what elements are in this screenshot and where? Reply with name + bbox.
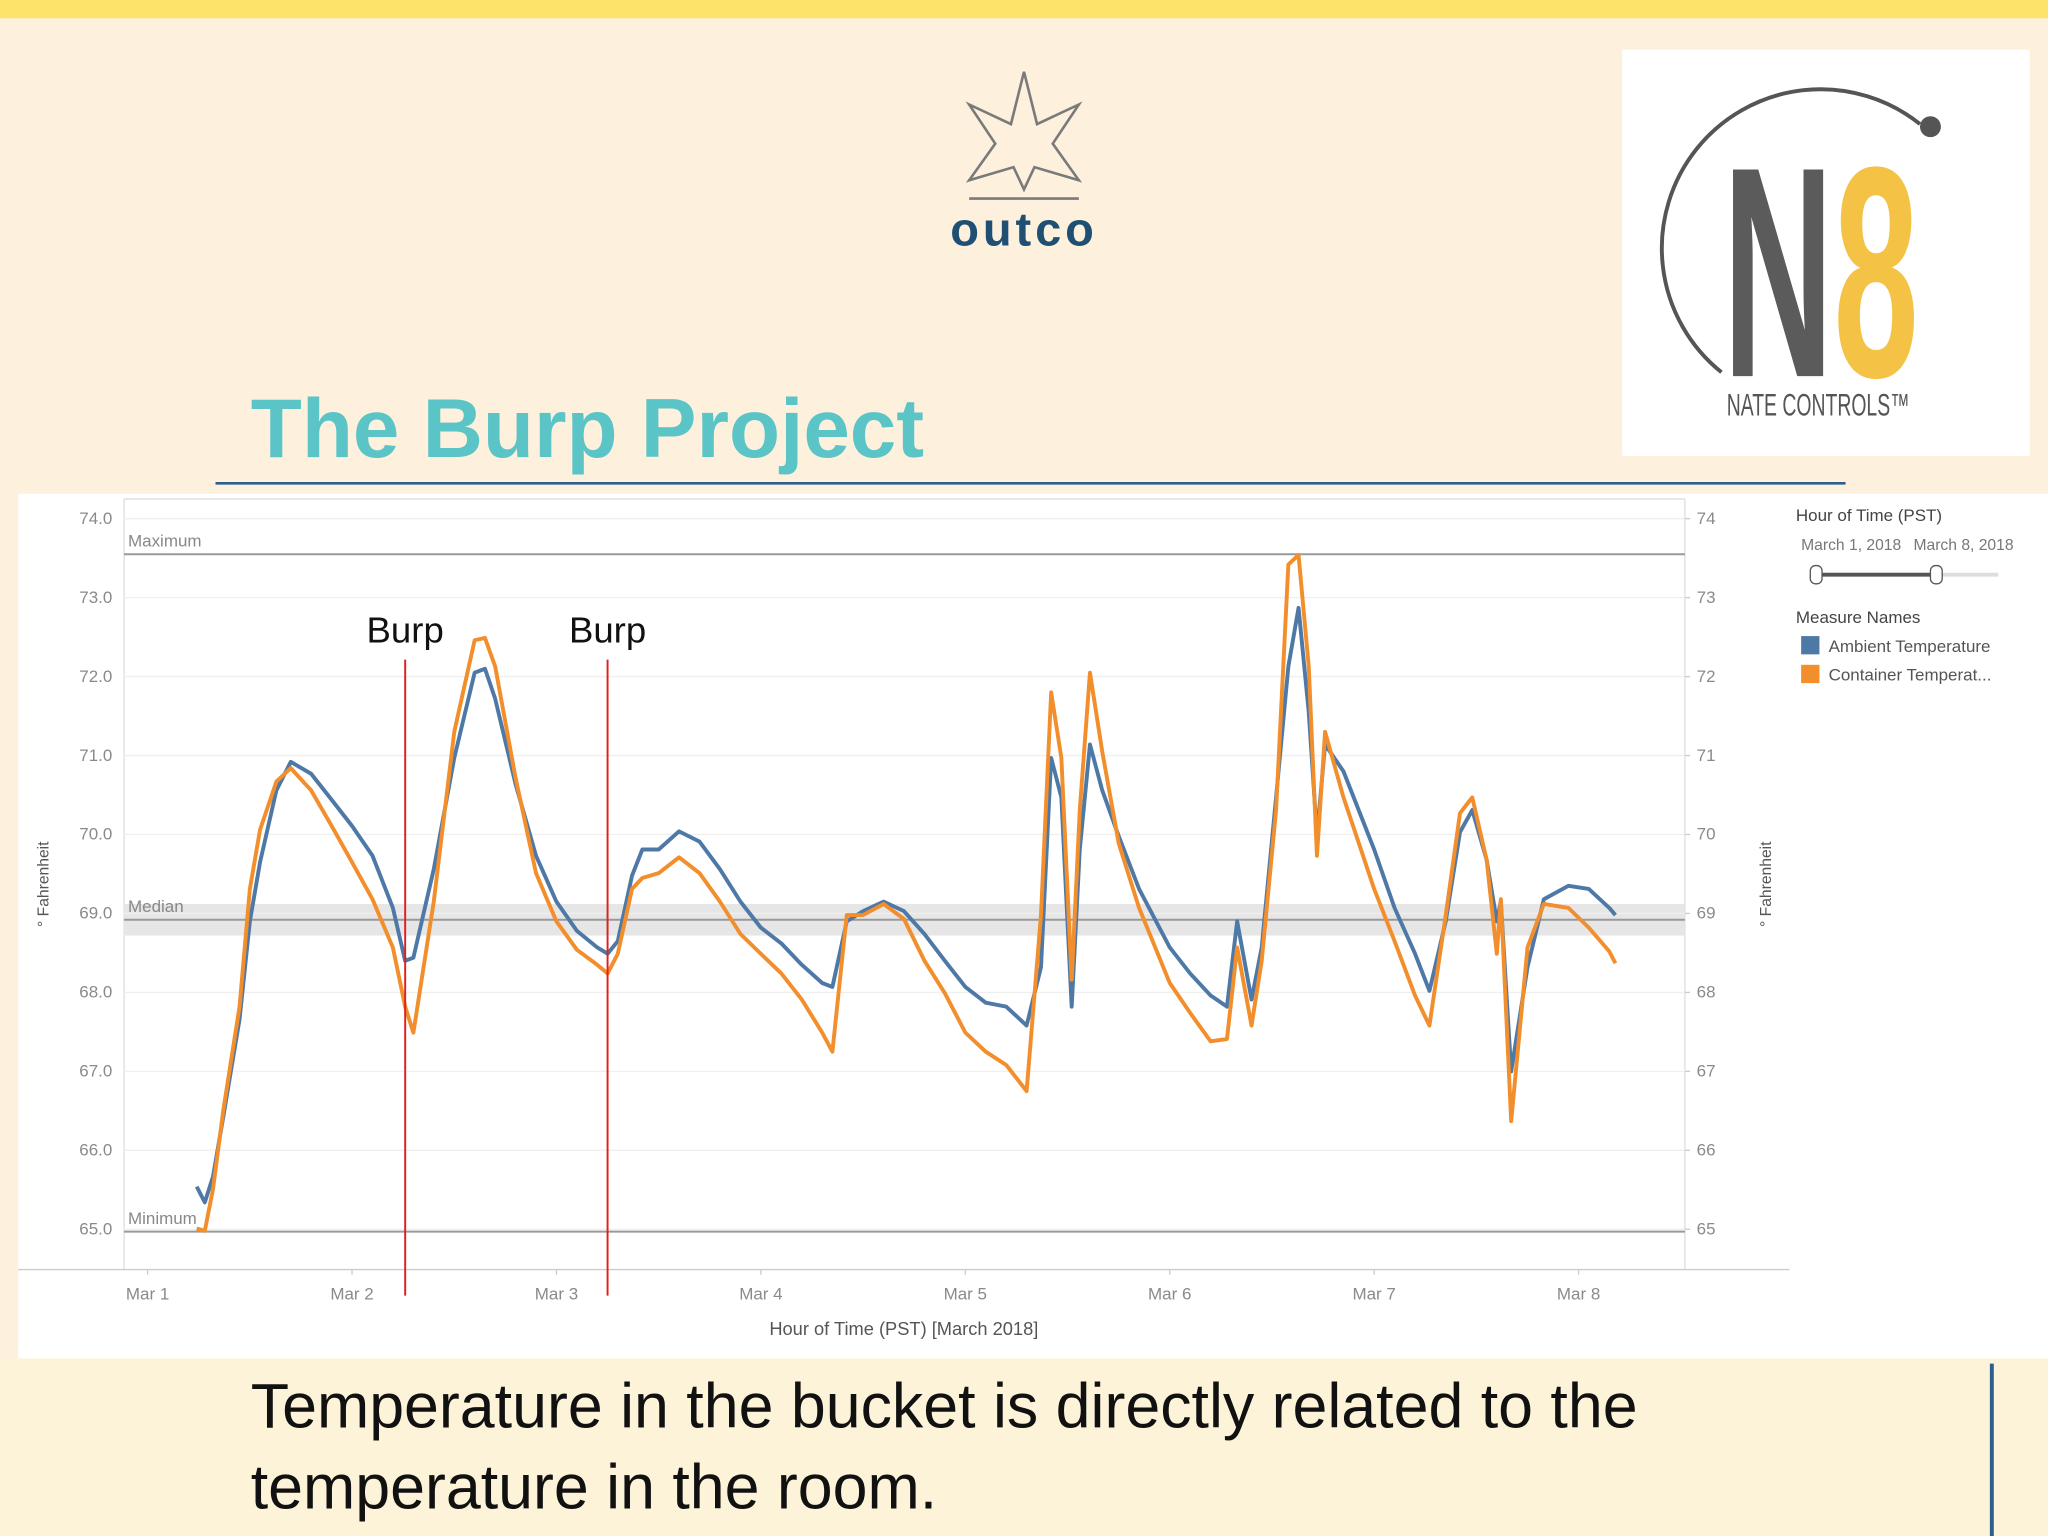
filter-range-end: March 8, 2018	[1913, 537, 2013, 554]
n8-ring	[1659, 87, 1922, 374]
n8-logo: N8	[1723, 104, 1919, 440]
x-tick-label: Mar 5	[944, 1285, 987, 1304]
y-tick-label: 72.0	[79, 667, 112, 686]
series-line	[196, 553, 1618, 1233]
legend-swatch	[1801, 636, 1820, 655]
filter-range-start: March 1, 2018	[1801, 537, 1901, 554]
y-axis-title: ° Fahrenheit	[35, 841, 52, 927]
y-tick-label: 65.0	[79, 1220, 112, 1239]
y2-tick-label: 70	[1697, 825, 1716, 844]
y-tick-label: 66.0	[79, 1141, 112, 1160]
y-tick-label: 74.0	[79, 509, 112, 528]
legend-swatch	[1801, 664, 1820, 684]
legend-title: Measure Names	[1796, 608, 1920, 627]
x-tick-label: Mar 4	[739, 1285, 782, 1304]
y2-tick-label: 69	[1697, 904, 1716, 923]
slider-handle	[1809, 564, 1823, 585]
n8-dot	[1920, 116, 1941, 138]
y-tick-label: 69.0	[79, 904, 112, 923]
top-bar	[0, 0, 2048, 19]
annotation-label: Burp	[569, 610, 646, 651]
caption-line: temperature in the room.	[251, 1453, 937, 1523]
x-tick-label: Mar 2	[330, 1285, 373, 1304]
y2-tick-label: 73	[1697, 588, 1716, 607]
y2-tick-label: 66	[1697, 1141, 1716, 1160]
n8-logo-box	[1622, 49, 2030, 456]
x-tick-label: Mar 7	[1352, 1285, 1395, 1304]
y2-tick-label: 67	[1697, 1062, 1716, 1081]
outco-star	[965, 71, 1083, 200]
series-line	[194, 605, 1617, 1205]
x-axis-title: Hour of Time (PST) [March 2018]	[769, 1318, 1038, 1339]
reference-label: Minimum	[128, 1209, 197, 1228]
y-tick-label: 67.0	[79, 1062, 112, 1081]
caption-line: Temperature in the bucket is directly re…	[251, 1372, 1638, 1442]
y-tick-label: 71.0	[79, 746, 112, 765]
legend-label: Container Temperat...	[1829, 665, 1992, 684]
y2-tick-label: 74	[1697, 509, 1716, 528]
x-tick-label: Mar 3	[535, 1285, 578, 1304]
y2-tick-label: 65	[1697, 1220, 1716, 1239]
y2-axis-title: ° Fahrenheit	[1758, 841, 1775, 927]
y-tick-label: 68.0	[79, 983, 112, 1002]
x-tick-label: Mar 8	[1557, 1285, 1600, 1304]
y2-tick-label: 72	[1697, 667, 1716, 686]
reference-label: Median	[128, 897, 184, 916]
legend-label: Ambient Temperature	[1829, 637, 1991, 656]
chart: 65.0 66.0 67.0 68.0 69.0 70.0 71.0 72.0 73.0 74.0…	[18, 498, 2014, 1339]
annotation-label: Burp	[367, 610, 444, 651]
y2-tick-label: 71	[1697, 746, 1716, 765]
reference-label: Maximum	[128, 531, 202, 550]
y-tick-label: 70.0	[79, 825, 112, 844]
n8-caption: NATE CONTROLS™	[1727, 387, 1910, 422]
bottom-band	[0, 1358, 2048, 1536]
x-tick-label: Mar 1	[126, 1285, 169, 1304]
slider-handle	[1929, 564, 1943, 585]
y-tick-label: 73.0	[79, 588, 112, 607]
slide-title: The Burp Project	[251, 381, 924, 475]
y2-tick-label: 68	[1697, 983, 1716, 1002]
x-tick-label: Mar 6	[1148, 1285, 1191, 1304]
filter-title: Hour of Time (PST)	[1796, 506, 1942, 525]
outco-logo: outco	[950, 203, 1098, 256]
